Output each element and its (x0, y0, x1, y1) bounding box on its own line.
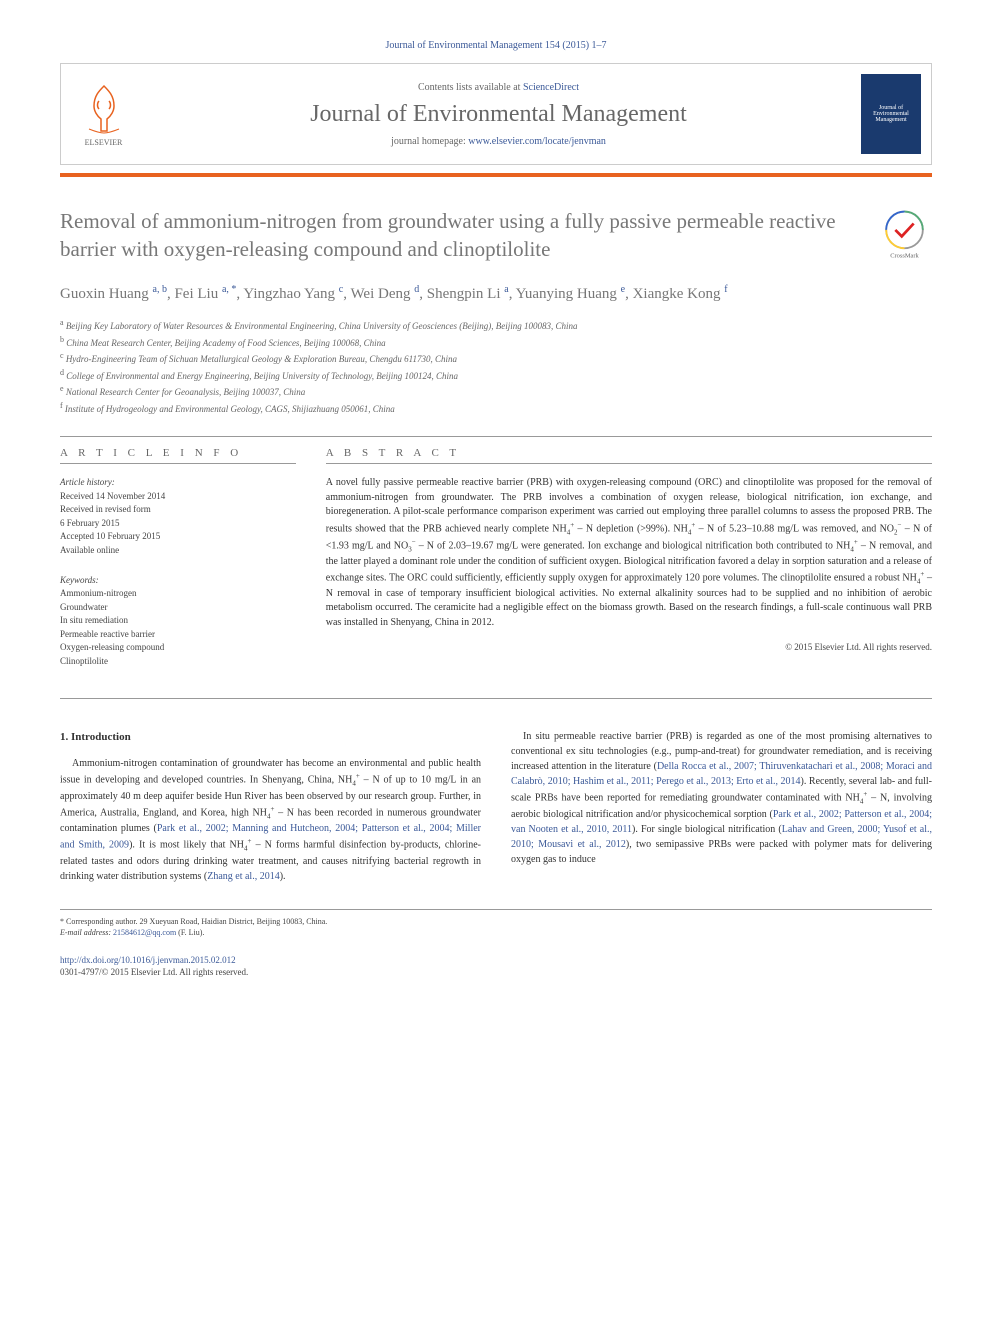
issn-copyright: 0301-4797/© 2015 Elsevier Ltd. All right… (60, 966, 932, 979)
article-history: Article history: Received 14 November 20… (60, 476, 296, 557)
keywords-block: Keywords: Ammonium-nitrogenGroundwaterIn… (60, 575, 296, 668)
elsevier-logo: ELSEVIER (71, 77, 136, 152)
header-citation: Journal of Environmental Management 154 … (60, 40, 932, 51)
email-link[interactable]: 21584612@qq.com (113, 928, 176, 937)
keywords-label: Keywords: (60, 575, 296, 585)
homepage-prefix: journal homepage: (391, 136, 468, 147)
cover-text: Journal of Environmental Management (865, 105, 917, 123)
abstract-text: A novel fully passive permeable reactive… (326, 476, 932, 630)
article-info-column: A R T I C L E I N F O Article history: R… (60, 447, 296, 668)
journal-cover-thumbnail: Journal of Environmental Management (861, 74, 921, 154)
abstract-heading: A B S T R A C T (326, 447, 932, 464)
affiliations-block: a Beijing Key Laboratory of Water Resour… (60, 317, 932, 416)
homepage-line: journal homepage: www.elsevier.com/locat… (136, 136, 861, 147)
svg-text:CrossMark: CrossMark (890, 252, 919, 259)
intro-para-1: Ammonium-nitrogen contamination of groun… (60, 756, 481, 884)
doi-link[interactable]: http://dx.doi.org/10.1016/j.jenvman.2015… (60, 955, 236, 965)
affiliation-line: b China Meat Research Center, Beijing Ac… (60, 334, 932, 351)
contents-line: Contents lists available at ScienceDirec… (136, 82, 861, 93)
orange-divider-bar (60, 173, 932, 177)
elsevier-tree-icon (79, 81, 129, 136)
intro-heading: 1. Introduction (60, 729, 481, 746)
authors-line: Guoxin Huang a, b, Fei Liu a, *, Yingzha… (60, 282, 932, 306)
homepage-link[interactable]: www.elsevier.com/locate/jenvman (468, 136, 606, 147)
sciencedirect-link[interactable]: ScienceDirect (523, 82, 579, 93)
keywords-list: Ammonium-nitrogenGroundwaterIn situ reme… (60, 587, 296, 668)
elsevier-label: ELSEVIER (85, 138, 123, 147)
banner-center: Contents lists available at ScienceDirec… (136, 82, 861, 147)
section-divider (60, 436, 932, 437)
email-person: (F. Liu). (178, 928, 204, 937)
crossmark-badge[interactable]: CrossMark (877, 207, 932, 262)
info-abstract-row: A R T I C L E I N F O Article history: R… (60, 447, 932, 668)
history-label: Article history: (60, 477, 115, 487)
affiliation-line: f Institute of Hydrogeology and Environm… (60, 400, 932, 417)
email-line: E-mail address: 21584612@qq.com (F. Liu)… (60, 927, 932, 938)
top-banner: ELSEVIER Contents lists available at Sci… (60, 63, 932, 165)
article-info-heading: A R T I C L E I N F O (60, 447, 296, 464)
affiliation-line: a Beijing Key Laboratory of Water Resour… (60, 317, 932, 334)
article-title: Removal of ammonium-nitrogen from ground… (60, 207, 932, 264)
affiliation-line: e National Research Center for Geoanalys… (60, 383, 932, 400)
contents-prefix: Contents lists available at (418, 82, 523, 93)
email-label: E-mail address: (60, 928, 111, 937)
abstract-column: A B S T R A C T A novel fully passive pe… (326, 447, 932, 668)
affiliation-line: c Hydro-Engineering Team of Sichuan Meta… (60, 350, 932, 367)
footer-block: * Corresponding author. 29 Xueyuan Road,… (60, 909, 932, 979)
title-text: Removal of ammonium-nitrogen from ground… (60, 209, 836, 261)
corresponding-author: * Corresponding author. 29 Xueyuan Road,… (60, 916, 932, 927)
affiliation-line: d College of Environmental and Energy En… (60, 367, 932, 384)
section-divider-2 (60, 698, 932, 699)
body-columns: 1. Introduction Ammonium-nitrogen contam… (60, 729, 932, 884)
abstract-copyright: © 2015 Elsevier Ltd. All rights reserved… (326, 642, 932, 652)
doi-line: http://dx.doi.org/10.1016/j.jenvman.2015… (60, 954, 932, 967)
introduction-section: 1. Introduction Ammonium-nitrogen contam… (60, 729, 932, 884)
journal-name: Journal of Environmental Management (136, 101, 861, 128)
intro-para-2: In situ permeable reactive barrier (PRB)… (511, 729, 932, 867)
